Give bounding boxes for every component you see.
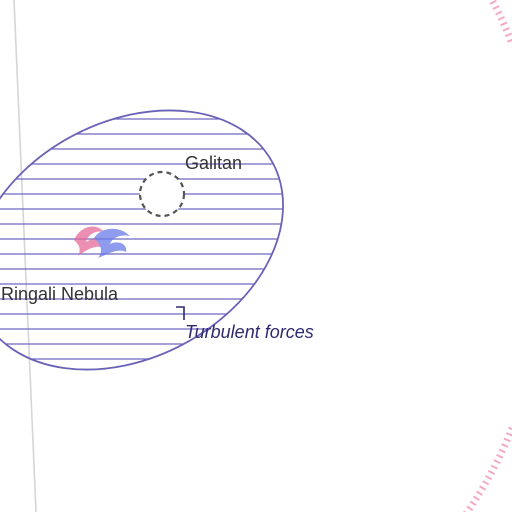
note-leader-line [176, 306, 185, 320]
nebula-outline [0, 109, 284, 371]
swirl-pink-stroke [74, 226, 104, 256]
right-boundary-arcs [463, 0, 512, 512]
left-boundary-line [13, 0, 37, 512]
right-boundary-arc-bottom [463, 426, 512, 512]
swirl-blue-stroke [94, 228, 130, 258]
nebula-label: Ringali Nebula [1, 284, 119, 304]
system-label: Galitan [185, 153, 242, 173]
right-boundary-arc-top [488, 0, 512, 46]
dashed-circle-icon[interactable] [138, 170, 186, 218]
swirl-icon [74, 226, 130, 258]
note-label: Turbulent forces [185, 322, 314, 342]
